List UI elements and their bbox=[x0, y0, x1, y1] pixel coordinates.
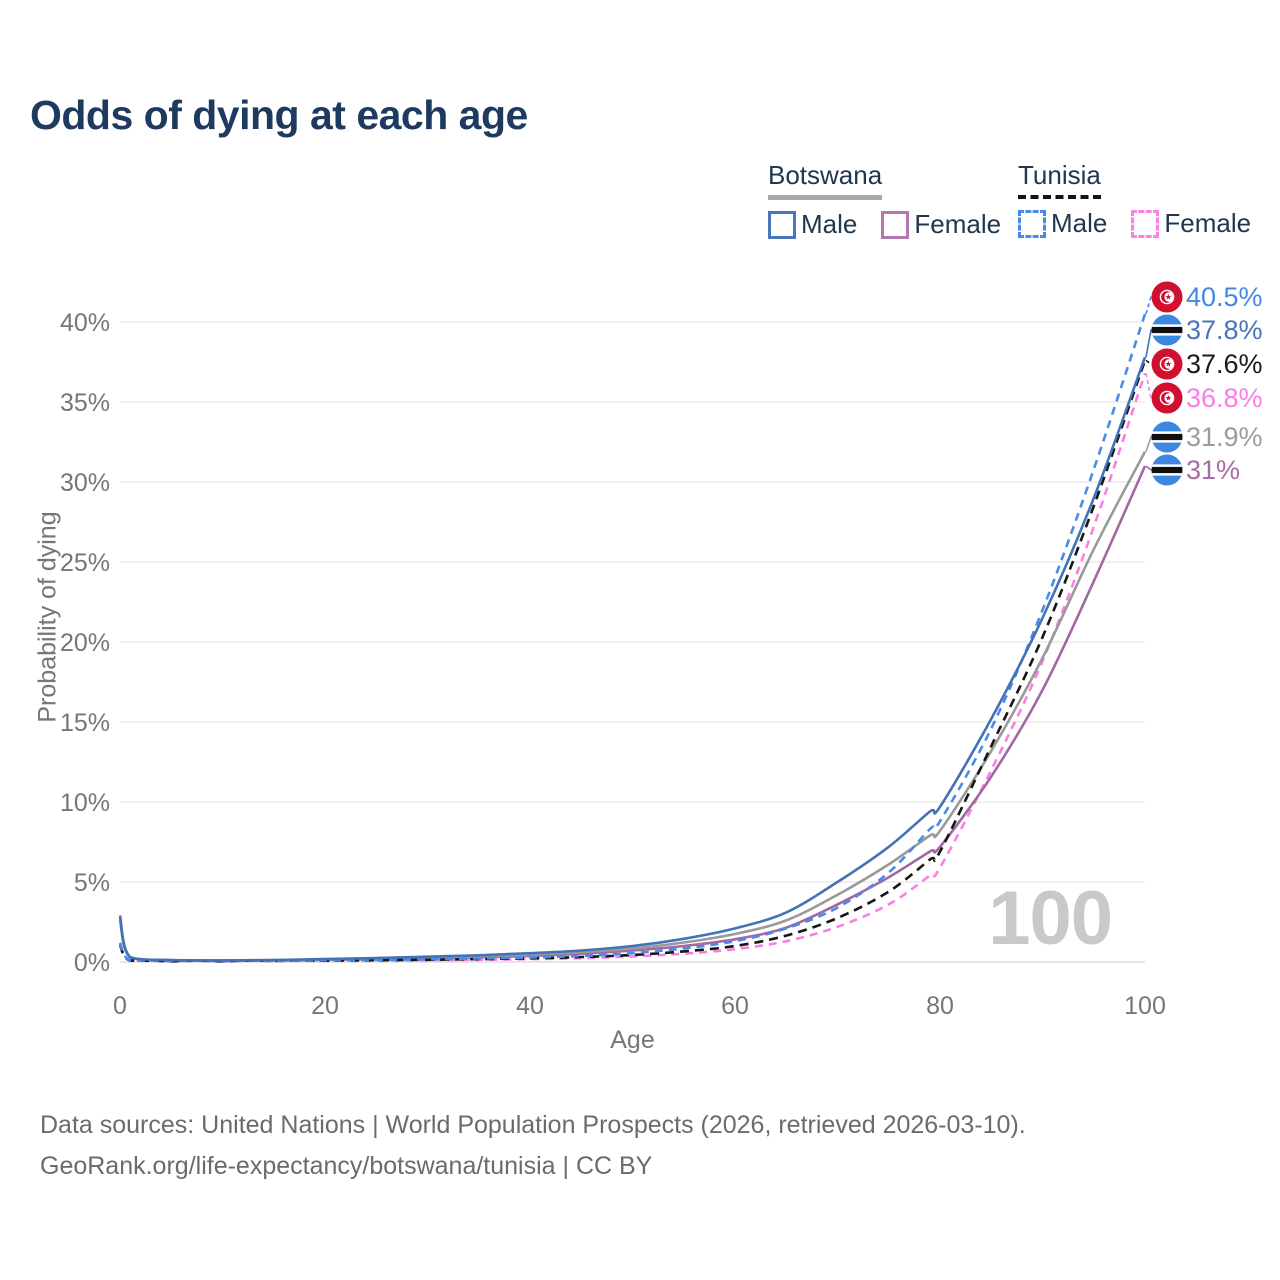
tunisia-dashed-line-swatch bbox=[1018, 195, 1101, 199]
y-tick-label: 0% bbox=[74, 949, 110, 977]
x-tick-label: 40 bbox=[516, 992, 544, 1020]
star-shape bbox=[1165, 293, 1172, 300]
legend-item-botswana-male: Male bbox=[768, 209, 857, 240]
end-value-label-tunisia-combined: 37.6% bbox=[1186, 349, 1263, 379]
footer: Data sources: United Nations | World Pop… bbox=[40, 1105, 1026, 1187]
series-line-botswana-male bbox=[118, 356, 1147, 962]
end-value-label-tunisia-male: 40.5% bbox=[1186, 282, 1263, 312]
legend-group-tunisia: Tunisia Male Female bbox=[1018, 160, 1275, 239]
y-tick-label: 25% bbox=[60, 549, 110, 577]
y-tick-label: 15% bbox=[60, 709, 110, 737]
x-tick-label: 60 bbox=[721, 992, 749, 1020]
botswana-female-swatch-icon bbox=[881, 210, 910, 239]
botswana-flag-icon bbox=[1151, 314, 1183, 346]
page-title: Odds of dying at each age bbox=[30, 92, 528, 138]
footer-data-sources: Data sources: United Nations | World Pop… bbox=[40, 1111, 1026, 1139]
series-line-tunisia-female bbox=[118, 372, 1147, 963]
legend-country-tunisia: Tunisia bbox=[1018, 160, 1101, 199]
legend-item-tunisia-female: Female bbox=[1131, 208, 1251, 239]
gridlines: 0% 5% 10% 15% 20% 25% 30% 35% 40% bbox=[60, 309, 1145, 977]
botswana-flag-icon bbox=[1151, 421, 1183, 453]
legend-item-label: Male bbox=[1051, 208, 1108, 238]
x-tick-label: 100 bbox=[1124, 992, 1166, 1020]
botswana-male-swatch-icon bbox=[768, 210, 796, 239]
legend-country-botswana: Botswana bbox=[768, 160, 883, 200]
end-value-label-botswana-male: 37.8% bbox=[1186, 315, 1263, 345]
y-axis-title: Probability of dying bbox=[33, 511, 62, 723]
x-axis-title: Age bbox=[610, 1026, 655, 1054]
y-tick-label: 5% bbox=[74, 869, 110, 897]
footer-attribution: GeoRank.org/life-expectancy/botswana/tun… bbox=[40, 1152, 653, 1180]
tunisia-flag-icon bbox=[1151, 281, 1183, 313]
legend-country-botswana-label: Botswana bbox=[768, 160, 883, 190]
series-line-tunisia-combined bbox=[118, 359, 1147, 963]
y-tick-label: 30% bbox=[60, 469, 110, 497]
legend-item-tunisia-male: Male bbox=[1018, 208, 1107, 239]
tunisia-female-swatch-icon bbox=[1131, 209, 1160, 238]
y-tick-label: 35% bbox=[60, 389, 110, 417]
botswana-flag-icon bbox=[1151, 454, 1183, 486]
tunisia-flag-icon bbox=[1151, 382, 1183, 414]
legend-item-label: Male bbox=[801, 209, 858, 239]
botswana-solid-line-swatch bbox=[768, 195, 883, 200]
end-value-label-tunisia-female: 36.8% bbox=[1186, 383, 1263, 413]
y-tick-label: 10% bbox=[60, 789, 110, 817]
y-tick-label: 20% bbox=[60, 629, 110, 657]
series-line-tunisia-male bbox=[118, 313, 1147, 963]
x-tick-label: 80 bbox=[926, 992, 954, 1020]
tunisia-male-swatch-icon bbox=[1018, 209, 1046, 238]
end-value-label-botswana-female: 31% bbox=[1186, 455, 1240, 485]
legend-item-label: Female bbox=[1164, 208, 1252, 238]
end-value-label-botswana-combined: 31.9% bbox=[1186, 422, 1263, 452]
legend-country-tunisia-label: Tunisia bbox=[1018, 160, 1101, 190]
star-shape bbox=[1165, 394, 1172, 401]
age-watermark: 100 bbox=[988, 876, 1113, 961]
legend-item-botswana-female: Female bbox=[881, 209, 1001, 240]
legend-items-botswana: Male Female bbox=[768, 209, 1025, 240]
legend-item-label: Female bbox=[914, 209, 1002, 239]
x-tick-label: 20 bbox=[311, 992, 339, 1020]
x-tick-label: 0 bbox=[113, 992, 127, 1020]
star-shape bbox=[1165, 360, 1172, 367]
tunisia-flag-icon bbox=[1151, 348, 1183, 380]
y-tick-label: 40% bbox=[60, 309, 110, 337]
legend-items-tunisia: Male Female bbox=[1018, 208, 1275, 239]
legend-group-botswana: Botswana Male Female bbox=[768, 160, 1025, 240]
